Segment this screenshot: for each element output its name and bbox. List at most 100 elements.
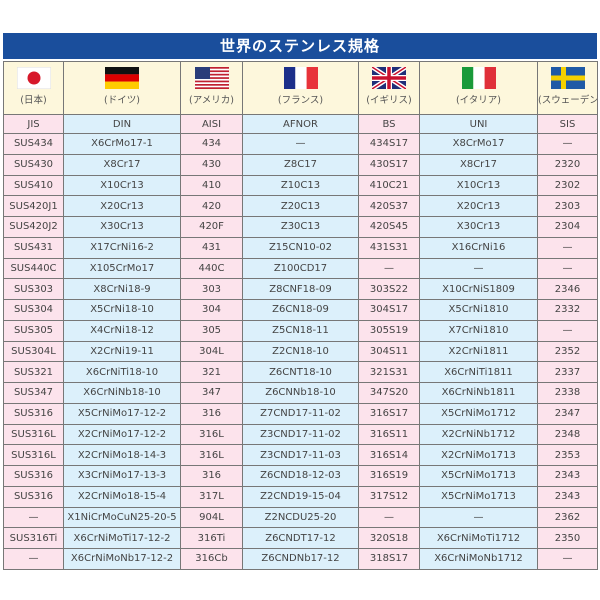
cell-aisi: 431: [180, 236, 243, 259]
table-row: — X1NiCrMoCuN25-20-5 904L Z2NCDU25-20— —2362: [3, 506, 598, 529]
cell-uni: X6CrNiNb1811: [419, 382, 538, 404]
cell-sis: 2362: [537, 506, 598, 529]
table-row: SUS316 X5CrNiMo17-12-2 316 Z7CND17-11-02 316…: [3, 402, 598, 425]
country-sweden: (スウェーデン): [537, 61, 598, 115]
cell-din: X30Cr13: [63, 216, 181, 238]
cell-afnor: Z20C13: [242, 195, 359, 217]
cell-aisi: 316: [180, 402, 243, 425]
usa-flag-icon: [194, 67, 229, 89]
france-flag-icon: [283, 67, 318, 89]
cell-afnor: Z6CNT18-10: [242, 361, 359, 383]
cell-bs: 434S17: [358, 133, 420, 155]
table-row: — X6CrNiMoNb17-12-2 316Cb Z6CNDNb17-12 318S1…: [3, 548, 598, 570]
cell-sis: —: [537, 133, 598, 155]
table-row: SUS316L X2CrNiMo17-12-2 316L Z3CND17-11-02 3…: [3, 423, 598, 446]
cell-din: X6CrMo17-1: [63, 133, 181, 155]
cell-afnor: Z6CN18-09: [242, 299, 359, 321]
cell-bs: 303S22: [358, 278, 420, 300]
table-row: SUS420J1 X20Cr13 420 Z20C13 420S37 X20Cr13 230…: [3, 195, 598, 217]
cell-aisi: 317L: [180, 485, 243, 508]
cell-din: X6CrNiTi18-10: [63, 361, 181, 383]
cell-din: X2CrNiMo17-12-2: [63, 423, 181, 446]
cell-din: X2CrNi19-11: [63, 340, 181, 363]
cell-uni: X2CrNiNb1712: [419, 423, 538, 446]
cell-uni: X8CrMo17: [419, 133, 538, 155]
cell-sis: 2350: [537, 527, 598, 549]
cell-afnor: Z2CN18-10: [242, 340, 359, 363]
cell-bs: 347S20: [358, 382, 420, 404]
country-france: (フランス): [242, 61, 359, 115]
cell-afnor: —: [242, 133, 359, 155]
cell-din: X8Cr17: [63, 153, 181, 176]
cell-uni: X10Cr13: [419, 174, 538, 197]
cell-uni: X5CrNiMo1713: [419, 465, 538, 487]
cell-sis: 2343: [537, 465, 598, 487]
page-title: 世界のステンレス規格: [3, 33, 597, 59]
column-header-jis: JIS: [3, 114, 64, 134]
country-italy: (イタリア): [419, 61, 538, 115]
column-header-aisi: AISI: [180, 114, 243, 134]
cell-din: X105CrMo17: [63, 257, 181, 280]
cell-bs: —: [358, 257, 420, 280]
cell-afnor: Z3CND17-11-03: [242, 444, 359, 466]
cell-sis: 2348: [537, 423, 598, 446]
cell-sis: 2353: [537, 444, 598, 466]
cell-jis: —: [3, 548, 64, 570]
cell-bs: 431S31: [358, 236, 420, 259]
cell-jis: SUS434: [3, 133, 64, 155]
cell-jis: SUS321: [3, 361, 64, 383]
cell-aisi: 316Cb: [180, 548, 243, 570]
cell-bs: 316S17: [358, 402, 420, 425]
cell-afnor: Z6CNNb18-10: [242, 382, 359, 404]
cell-din: X20Cr13: [63, 195, 181, 217]
country-japan: (日本): [3, 61, 64, 115]
table-row: SUS304L X2CrNi19-11 304L Z2CN18-10 304S11 X2C…: [3, 340, 598, 363]
cell-sis: 2352: [537, 340, 598, 363]
cell-sis: —: [537, 257, 598, 280]
cell-aisi: 305: [180, 319, 243, 342]
cell-aisi: 316L: [180, 444, 243, 466]
cell-uni: X6CrNiMoTi1712: [419, 527, 538, 549]
cell-bs: 320S18: [358, 527, 420, 549]
cell-uni: X5CrNi1810: [419, 299, 538, 321]
cell-din: X8CrNi18-9: [63, 278, 181, 300]
cell-bs: 316S14: [358, 444, 420, 466]
cell-jis: SUS420J1: [3, 195, 64, 217]
table-row: SUS431 X17CrNi16-2 431 Z15CN10-02 431S31 X16C…: [3, 236, 598, 259]
cell-aisi: 410: [180, 174, 243, 197]
cell-sis: 2343: [537, 485, 598, 508]
cell-jis: SUS316Ti: [3, 527, 64, 549]
cell-afnor: Z2NCDU25-20: [242, 506, 359, 529]
cell-jis: —: [3, 506, 64, 529]
cell-aisi: 316Ti: [180, 527, 243, 549]
country-germany: (ドイツ): [63, 61, 181, 115]
cell-bs: 317S12: [358, 485, 420, 508]
cell-bs: —: [358, 506, 420, 529]
cell-uni: X6CrNiMoNb1712: [419, 548, 538, 570]
cell-jis: SUS304: [3, 299, 64, 321]
cell-sis: —: [537, 319, 598, 342]
cell-jis: SUS316: [3, 465, 64, 487]
cell-jis: SUS440C: [3, 257, 64, 280]
cell-bs: 304S17: [358, 299, 420, 321]
column-header-afnor: AFNOR: [242, 114, 359, 134]
cell-bs: 318S17: [358, 548, 420, 570]
cell-uni: X5CrNiMo1713: [419, 485, 538, 508]
cell-din: X6CrNiMoNb17-12-2: [63, 548, 181, 570]
cell-uni: —: [419, 506, 538, 529]
cell-uni: X2CrNi1811: [419, 340, 538, 363]
cell-sis: 2332: [537, 299, 598, 321]
column-header-bs: BS: [358, 114, 420, 134]
table-row: SUS434 X6CrMo17-1 434—434S17 X8CrMo17—: [3, 133, 598, 155]
cell-uni: X30Cr13: [419, 216, 538, 238]
cell-aisi: 904L: [180, 506, 243, 529]
cell-bs: 410C21: [358, 174, 420, 197]
cell-aisi: 420F: [180, 216, 243, 238]
table-row: SUS410 X10Cr13 410 Z10C13 410C21 X10Cr13 2302: [3, 174, 598, 197]
cell-uni: X5CrNiMo1712: [419, 402, 538, 425]
cell-afnor: Z8C17: [242, 153, 359, 176]
cell-din: X3CrNiMo17-13-3: [63, 465, 181, 487]
cell-afnor: Z2CND19-15-04: [242, 485, 359, 508]
uk-flag-icon: [372, 67, 406, 89]
table-row: SUS440C X105CrMo17 440C Z100CD17— — —: [3, 257, 598, 280]
